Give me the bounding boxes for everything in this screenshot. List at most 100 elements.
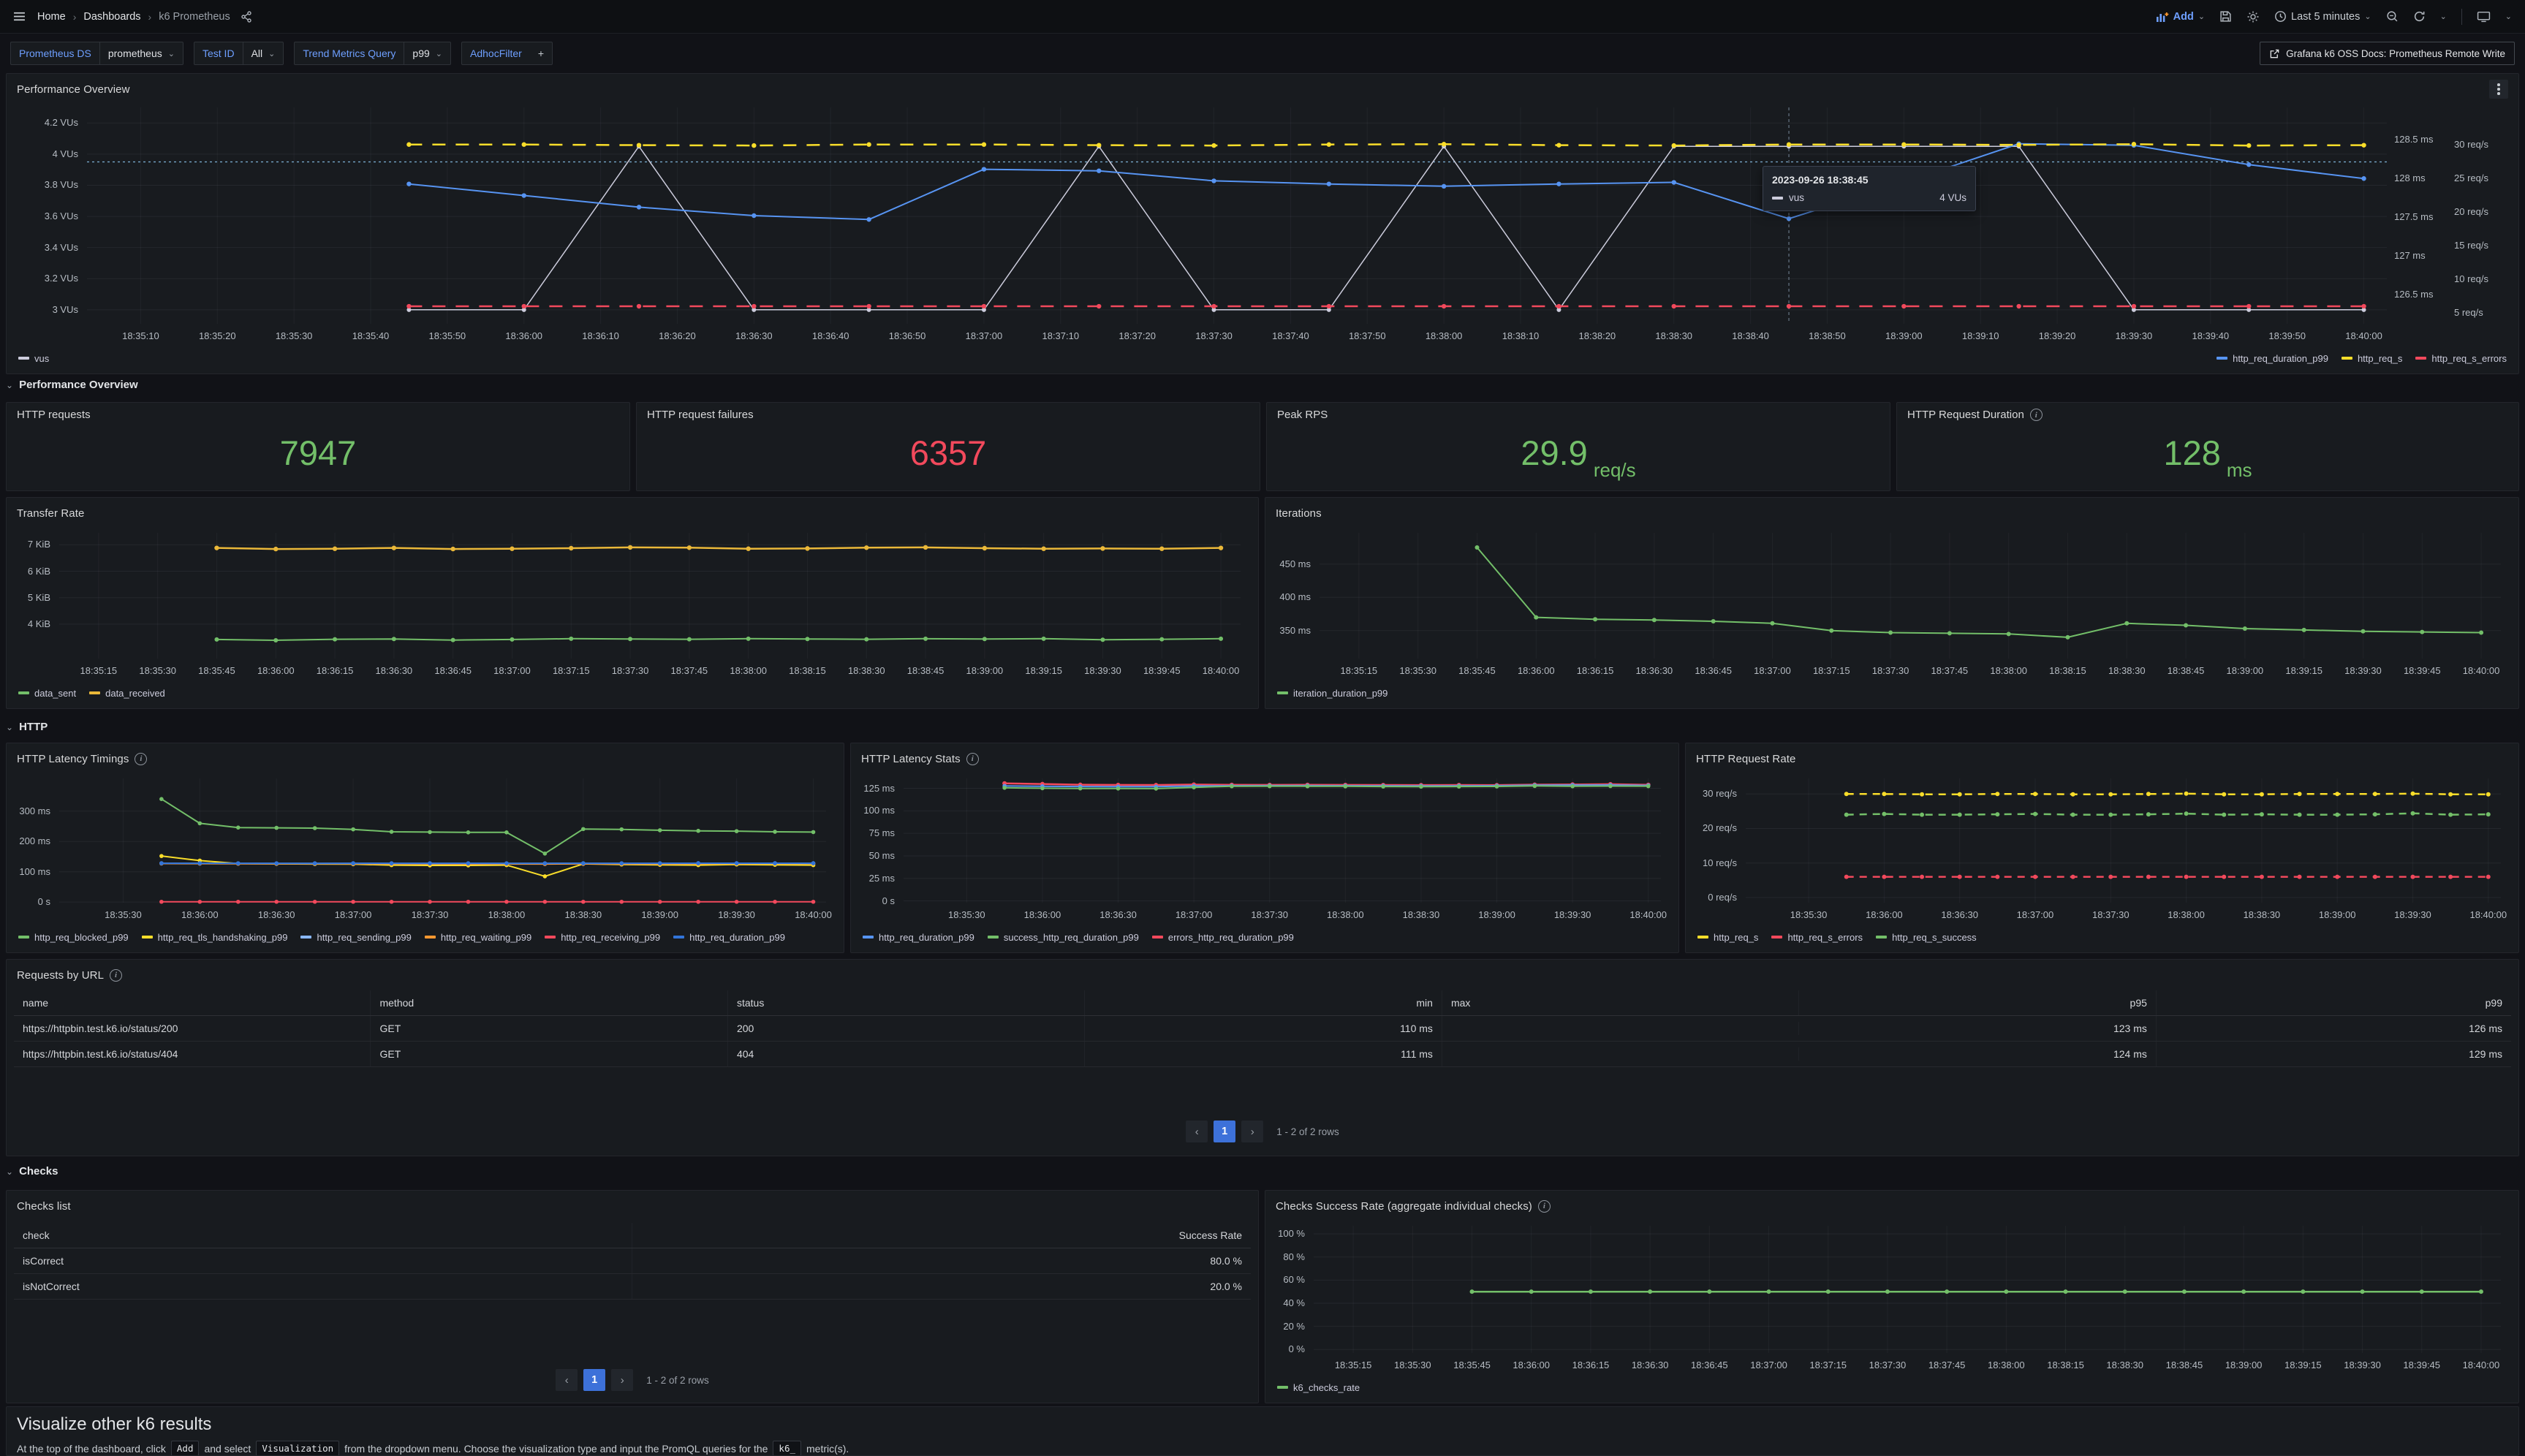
chart-legend: http_req_duration_p99 success_http_req_du… (858, 928, 1671, 947)
info-icon[interactable]: i (110, 968, 123, 982)
panel-header[interactable]: Transfer Rate (14, 504, 1251, 523)
legend-item[interactable]: http_req_sending_p99 (300, 932, 412, 943)
panel-menu-icon[interactable] (2489, 80, 2508, 99)
legend-item[interactable]: http_req_receiving_p99 (545, 932, 660, 943)
breadcrumb-dashboards[interactable]: Dashboards (83, 10, 141, 23)
x-axis-tick: 18:39:45 (2403, 665, 2441, 676)
legend-item[interactable]: vus (18, 353, 49, 364)
x-axis-tick: 18:35:30 (1790, 909, 1828, 920)
prometheus-ds-select[interactable]: prometheus ⌄ (99, 42, 183, 65)
refresh-interval-dropdown[interactable]: ⌄ (2439, 12, 2447, 21)
adhoc-filter-add-button[interactable]: + (529, 42, 553, 65)
legend-item[interactable]: success_http_req_duration_p99 (987, 932, 1139, 943)
page-next-button[interactable]: › (611, 1369, 634, 1391)
trend-metrics-select[interactable]: p99 ⌄ (404, 42, 451, 65)
k6-docs-link[interactable]: Grafana k6 OSS Docs: Prometheus Remote W… (2260, 42, 2515, 65)
legend-item[interactable]: http_req_s_success (1876, 932, 1977, 943)
menu-icon[interactable] (13, 10, 26, 23)
refresh-icon[interactable] (2413, 10, 2426, 23)
section-performance-overview[interactable]: ⌄ Performance Overview (6, 379, 138, 391)
legend-item[interactable]: data_sent (18, 688, 76, 699)
test-id-select[interactable]: All ⌄ (242, 42, 284, 65)
legend-item[interactable]: http_req_s (1697, 932, 1758, 943)
y-axis-tick: 3.6 VUs (44, 211, 78, 222)
page-prev-button[interactable]: ‹ (556, 1369, 578, 1391)
panel-header[interactable]: Performance Overview (14, 80, 2511, 99)
zoom-out-icon[interactable] (2386, 10, 2399, 23)
request-rate-chart-plot[interactable]: 18:35:30 18:36:00 18:36:30 18:37:00 18:37:30… (1693, 768, 2511, 928)
legend-item[interactable]: data_received (89, 688, 165, 699)
page-next-button[interactable]: › (1241, 1121, 1264, 1142)
column-header[interactable]: name (14, 990, 371, 1015)
info-icon[interactable]: i (135, 752, 148, 765)
column-header[interactable]: check (14, 1223, 632, 1248)
x-axis-tick: 18:37:30 (1871, 665, 1909, 676)
transfer-rate-chart-plot[interactable]: 18:35:15 18:35:30 18:35:45 18:36:00 18:36:15… (14, 523, 1251, 683)
y-axis-tick: 450 ms (1279, 558, 1311, 569)
save-dashboard-icon[interactable] (2219, 10, 2232, 23)
y-axis-tick: 20 req/s (1703, 822, 1737, 834)
x-axis-tick: 18:37:50 (1348, 330, 1386, 341)
page-prev-button[interactable]: ‹ (1186, 1121, 1208, 1142)
legend-item[interactable]: iteration_duration_p99 (1277, 688, 1388, 699)
panel-header[interactable]: HTTP Latency Stats i (858, 749, 1671, 768)
panel-header[interactable]: Checks list (14, 1197, 1251, 1216)
column-header[interactable]: status (728, 990, 1086, 1015)
latency-timings-chart-plot[interactable]: 18:35:30 18:36:00 18:36:30 18:37:00 18:37:30… (14, 768, 836, 928)
panel-checks-list: Checks list check Success Rate isCorrect… (6, 1190, 1259, 1403)
tv-mode-icon[interactable] (2477, 10, 2491, 23)
column-header[interactable]: Success Rate (1178, 1229, 1242, 1241)
x-axis-tick: 18:37:15 (1812, 665, 1850, 676)
column-header[interactable]: p99 (2485, 997, 2502, 1009)
breadcrumb-home[interactable]: Home (37, 10, 66, 23)
legend-series-chip (1876, 936, 1888, 939)
legend-item[interactable]: http_req_duration_p99 (863, 932, 974, 943)
panel-header[interactable]: Iterations (1273, 504, 2511, 523)
latency-stats-chart-plot[interactable]: 18:35:30 18:36:00 18:36:30 18:37:00 18:37:30… (858, 768, 1671, 928)
checks-rate-chart-plot[interactable]: 18:35:15 18:35:30 18:35:45 18:36:00 18:36:15… (1273, 1216, 2511, 1378)
column-header[interactable]: p95 (1799, 990, 2157, 1015)
info-icon[interactable]: i (2029, 409, 2043, 421)
panel-header[interactable]: Checks Success Rate (aggregate individua… (1273, 1197, 2511, 1216)
legend-series-chip (1151, 936, 1163, 939)
add-panel-button[interactable]: Add ⌄ (2156, 11, 2205, 23)
panel-header[interactable]: HTTP Latency Timings i (14, 749, 836, 768)
legend-item[interactable]: http_req_duration_p99 (673, 932, 785, 943)
column-header[interactable]: min (1085, 990, 1442, 1015)
iterations-chart-plot[interactable]: 18:35:15 18:35:30 18:35:45 18:36:00 18:36:15… (1273, 523, 2511, 683)
kiosk-dropdown[interactable]: ⌄ (2505, 12, 2512, 21)
section-http[interactable]: ⌄ HTTP (6, 721, 48, 733)
column-header[interactable]: method (371, 990, 728, 1015)
x-axis-tick: 18:36:00 (257, 665, 295, 676)
info-icon[interactable]: i (966, 752, 979, 765)
x-axis-tick: 18:38:45 (2167, 665, 2205, 676)
info-icon[interactable]: i (1537, 1199, 1551, 1213)
legend-item[interactable]: http_req_blocked_p99 (18, 932, 129, 943)
legend-item[interactable]: http_req_s (2341, 353, 2402, 364)
filter-label: Trend Metrics Query (294, 42, 404, 65)
legend-item[interactable]: http_req_duration_p99 (2217, 353, 2328, 364)
x-axis-tick: 18:39:15 (1025, 665, 1062, 676)
column-header[interactable]: max (1442, 990, 1800, 1015)
share-icon[interactable] (241, 10, 252, 23)
panel-header[interactable]: HTTP Request Rate (1693, 749, 2511, 768)
legend-item[interactable]: http_req_tls_handshaking_p99 (141, 932, 287, 943)
x-axis-tick: 18:37:30 (1251, 909, 1289, 920)
overview-chart-plot[interactable]: 2023-09-26 18:38:45 vus 4 VUs 18:35:10 18… (14, 99, 2511, 349)
page-number-button[interactable]: 1 (1214, 1121, 1236, 1142)
legend-item[interactable]: http_req_s_errors (2415, 353, 2507, 364)
time-range-picker[interactable]: Last 5 minutes ⌄ (2274, 10, 2371, 23)
legend-item[interactable]: http_req_s_errors (1771, 932, 1863, 943)
x-axis-tick: 18:37:00 (965, 330, 1003, 341)
legend-item[interactable]: errors_http_req_duration_p99 (1151, 932, 1294, 943)
legend-item[interactable]: http_req_waiting_p99 (424, 932, 531, 943)
section-checks[interactable]: ⌄ Checks (6, 1165, 58, 1178)
y-axis-tick: 100 ms (19, 865, 50, 877)
x-axis-tick: 18:38:50 (1809, 330, 1846, 341)
stat-title: Peak RPS (1277, 409, 1328, 421)
page-number-button[interactable]: 1 (583, 1369, 606, 1391)
settings-gear-icon[interactable] (2246, 10, 2260, 23)
x-axis-tick: 18:35:50 (428, 330, 466, 341)
panel-header[interactable]: Requests by URL i (14, 966, 2511, 985)
legend-item[interactable]: k6_checks_rate (1277, 1382, 1360, 1393)
